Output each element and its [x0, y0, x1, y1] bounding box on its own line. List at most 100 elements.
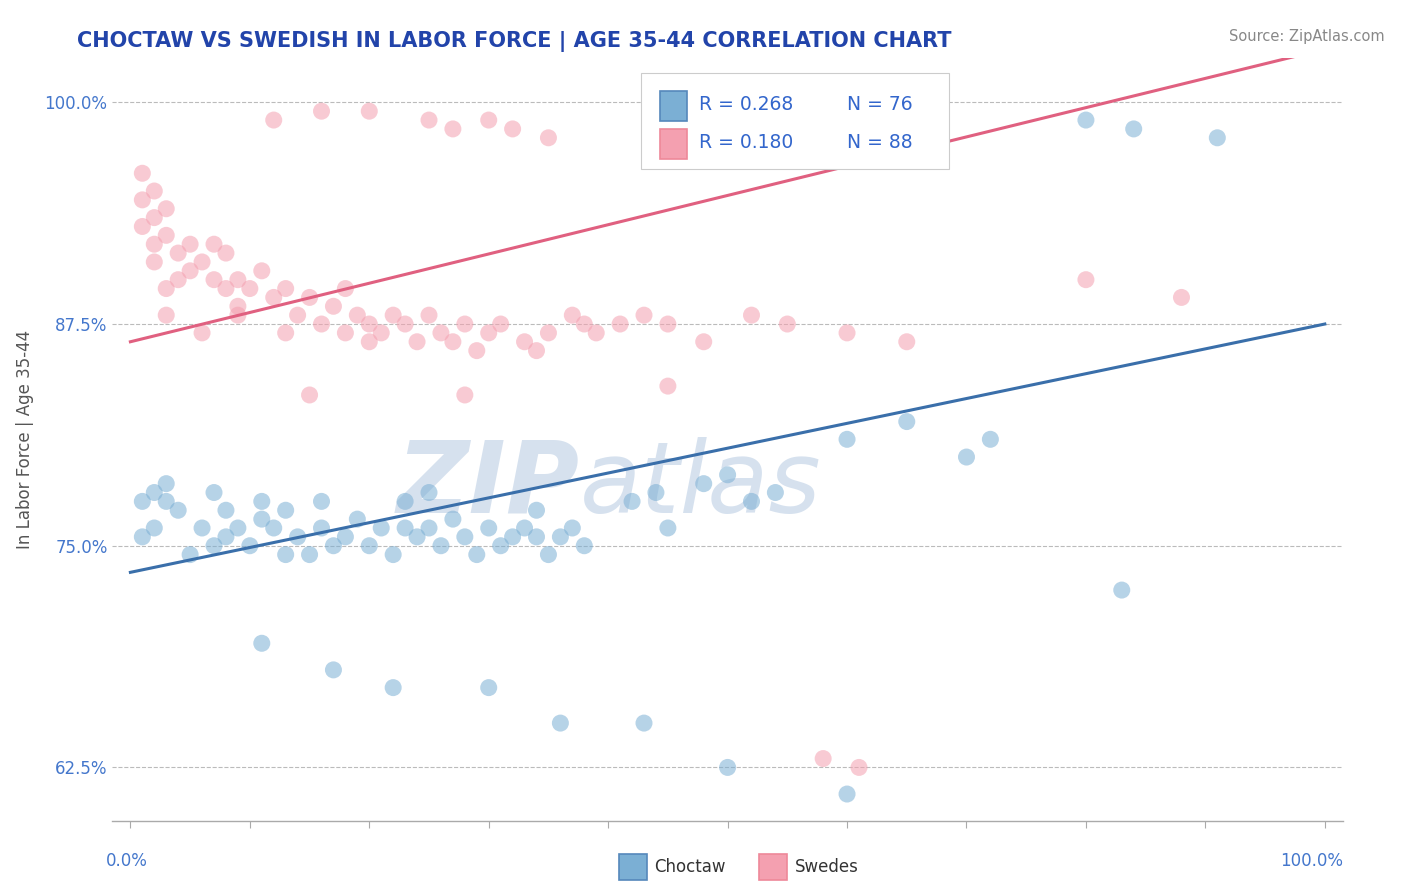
FancyBboxPatch shape — [659, 129, 688, 160]
Point — [167, 246, 190, 260]
Point — [143, 255, 166, 269]
Point — [382, 681, 405, 695]
Text: N = 76: N = 76 — [846, 95, 912, 114]
Point — [1111, 583, 1133, 598]
Point — [322, 663, 344, 677]
Point — [382, 548, 405, 562]
Point — [131, 166, 153, 180]
Point — [418, 485, 440, 500]
Point — [274, 281, 297, 295]
Point — [561, 521, 583, 535]
Point — [179, 548, 201, 562]
Point — [609, 317, 631, 331]
Point — [1074, 113, 1097, 128]
Point — [418, 521, 440, 535]
Point — [776, 317, 799, 331]
Point — [250, 636, 273, 650]
Point — [155, 476, 177, 491]
Point — [740, 308, 762, 322]
Point — [657, 521, 679, 535]
Point — [311, 521, 333, 535]
Point — [215, 503, 238, 517]
Point — [370, 326, 392, 340]
Point — [274, 548, 297, 562]
Point — [513, 334, 536, 349]
Point — [657, 379, 679, 393]
Point — [359, 317, 381, 331]
Point — [287, 530, 309, 544]
Point — [550, 530, 572, 544]
Point — [155, 281, 177, 295]
Point — [1122, 122, 1144, 136]
Point — [250, 264, 273, 278]
Point — [478, 326, 501, 340]
Point — [394, 317, 416, 331]
Point — [454, 530, 477, 544]
Text: R = 0.180: R = 0.180 — [699, 133, 793, 153]
Point — [202, 273, 225, 287]
Point — [215, 281, 238, 295]
Point — [418, 308, 440, 322]
Point — [561, 308, 583, 322]
Point — [298, 548, 321, 562]
Point — [430, 326, 453, 340]
Point — [202, 485, 225, 500]
Point — [406, 530, 429, 544]
Point — [250, 494, 273, 508]
Point — [526, 530, 548, 544]
Point — [143, 237, 166, 252]
Text: Source: ZipAtlas.com: Source: ZipAtlas.com — [1229, 29, 1385, 44]
Point — [537, 326, 560, 340]
Point — [143, 211, 166, 225]
Point — [740, 494, 762, 508]
Point — [191, 255, 214, 269]
Point — [179, 237, 201, 252]
Point — [143, 184, 166, 198]
Point — [478, 521, 501, 535]
Point — [359, 104, 381, 119]
Point — [239, 539, 262, 553]
Point — [835, 787, 858, 801]
Point — [537, 548, 560, 562]
Point — [311, 317, 333, 331]
Point — [322, 299, 344, 313]
Text: Choctaw: Choctaw — [654, 858, 725, 876]
Point — [489, 539, 512, 553]
Point — [274, 503, 297, 517]
Point — [574, 317, 596, 331]
Point — [394, 521, 416, 535]
Point — [382, 308, 405, 322]
Point — [131, 219, 153, 234]
Point — [465, 343, 488, 358]
Point — [131, 530, 153, 544]
Point — [717, 760, 740, 774]
Point — [621, 494, 644, 508]
Point — [574, 539, 596, 553]
Point — [406, 334, 429, 349]
Point — [263, 521, 285, 535]
Point — [287, 308, 309, 322]
Text: CHOCTAW VS SWEDISH IN LABOR FORCE | AGE 35-44 CORRELATION CHART: CHOCTAW VS SWEDISH IN LABOR FORCE | AGE … — [77, 31, 952, 53]
Point — [441, 334, 464, 349]
Point — [633, 308, 655, 322]
Point — [835, 326, 858, 340]
Point — [811, 751, 834, 765]
Point — [502, 530, 524, 544]
Point — [979, 432, 1001, 446]
Point — [298, 388, 321, 402]
Point — [848, 760, 870, 774]
Point — [131, 193, 153, 207]
Point — [359, 539, 381, 553]
Point — [454, 317, 477, 331]
Point — [226, 273, 249, 287]
Point — [226, 299, 249, 313]
Point — [1074, 273, 1097, 287]
Point — [202, 539, 225, 553]
Point — [274, 326, 297, 340]
Point — [693, 476, 716, 491]
Point — [155, 228, 177, 243]
Text: atlas: atlas — [581, 436, 821, 533]
Point — [155, 202, 177, 216]
Point — [550, 716, 572, 731]
Point — [335, 530, 357, 544]
